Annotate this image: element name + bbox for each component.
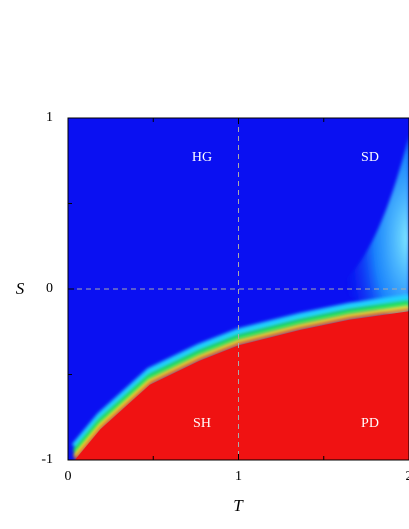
cyan-region — [332, 135, 409, 324]
x-tick-label: 0 — [65, 469, 72, 484]
transition-band — [71, 294, 409, 450]
transition-band — [72, 300, 409, 454]
region-label: HG — [192, 150, 212, 165]
x-tick-label: 2 — [406, 469, 409, 484]
y-axis-label: S — [16, 279, 25, 298]
transition-band — [73, 308, 409, 460]
region-label: PD — [361, 416, 379, 431]
y-tick-label: 1 — [46, 110, 53, 125]
region-area — [74, 311, 409, 460]
x-tick-label: 1 — [235, 469, 242, 484]
y-tick-label: 0 — [46, 281, 53, 296]
y-tick-label: -1 — [41, 452, 53, 467]
x-axis-label: T — [233, 496, 244, 515]
region-label: SD — [361, 150, 379, 165]
transition-band — [73, 305, 409, 458]
region-label: SH — [193, 416, 211, 431]
plot-area — [68, 118, 409, 460]
